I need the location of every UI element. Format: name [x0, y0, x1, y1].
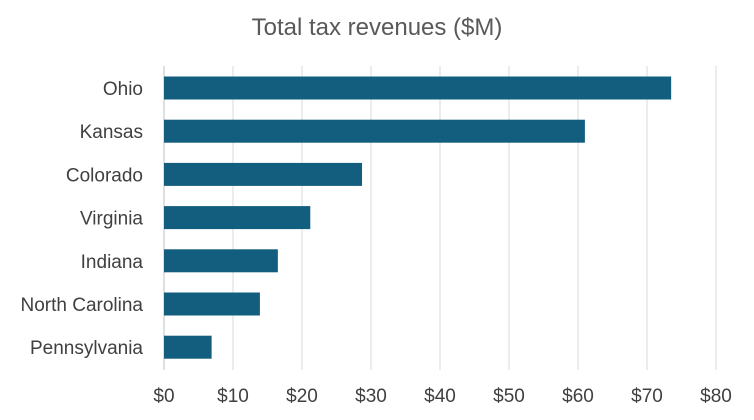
x-tick-label: $30: [355, 386, 387, 407]
chart-title: Total tax revenues ($M): [251, 14, 503, 41]
x-tick-label: $0: [153, 386, 174, 407]
x-tick-label: $40: [424, 386, 456, 407]
category-label: Colorado: [66, 165, 143, 186]
bar-pennsylvania: [164, 335, 212, 359]
category-label: Ohio: [103, 79, 143, 100]
category-label: North Carolina: [21, 295, 144, 316]
x-tick-label: $80: [700, 386, 732, 407]
x-tick-label: $50: [493, 386, 525, 407]
bar-indiana: [164, 249, 278, 273]
category-labels: Ohio Kansas Colorado Virginia Indiana North C…: [21, 79, 144, 359]
x-tick-label: $60: [562, 386, 594, 407]
x-tick-label: $70: [631, 386, 663, 407]
category-label: Kansas: [80, 122, 143, 143]
category-label: Indiana: [81, 252, 144, 273]
bars: [164, 76, 672, 359]
category-label: Virginia: [80, 209, 143, 230]
tick-labels: $0 $10 $20 $30 $40 $50 $60 $70 $80: [153, 386, 731, 407]
bar-kansas: [164, 119, 585, 143]
category-label: Pennsylvania: [30, 338, 143, 359]
bar-colorado: [164, 162, 363, 186]
bar-virginia: [164, 206, 311, 230]
x-tick-label: $10: [217, 386, 249, 407]
x-tick-label: $20: [286, 386, 318, 407]
bar-ohio: [164, 76, 672, 100]
bar-north-carolina: [164, 292, 260, 316]
